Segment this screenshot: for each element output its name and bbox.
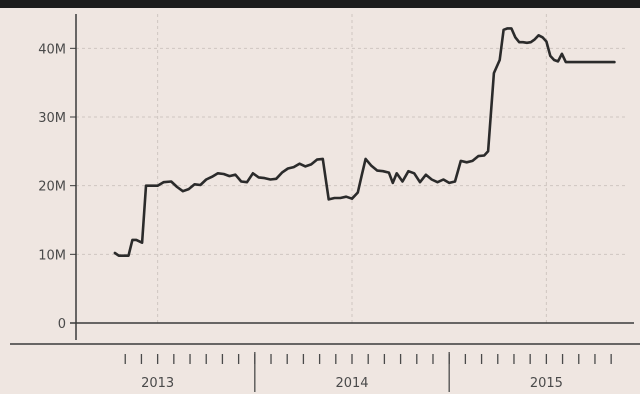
y-tick-label: 20M [38, 180, 66, 195]
y-tick-label: 0 [58, 317, 66, 332]
x-year-label: 2013 [141, 376, 174, 391]
series-line [113, 27, 616, 257]
x-year-label: 2014 [335, 376, 368, 391]
top-dark-band [0, 0, 640, 8]
y-tick-label: 40M [38, 42, 66, 57]
grid-lines [76, 14, 628, 323]
x-year-label: 2015 [530, 376, 563, 391]
axes [10, 14, 640, 345]
series-layer [113, 27, 616, 257]
y-tick-label: 30M [38, 111, 66, 126]
x-axis-ticks: 2013 2014 2015 [124, 352, 612, 392]
y-tick-label: 10M [38, 248, 66, 263]
y-axis-ticks: 0 10M 20M 30M 40M [38, 42, 76, 332]
